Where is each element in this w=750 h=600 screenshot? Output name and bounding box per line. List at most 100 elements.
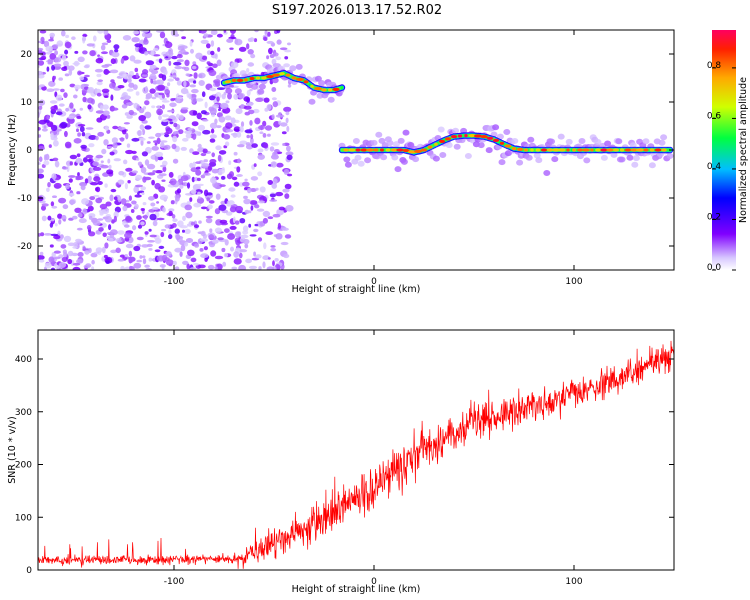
noise-speckle — [246, 43, 250, 50]
noise-speckle — [219, 184, 226, 188]
noise-speckle — [48, 144, 52, 149]
noise-speckle — [94, 68, 103, 73]
noise-speckle — [247, 187, 252, 194]
trace-peak — [530, 148, 534, 152]
noise-speckle — [189, 267, 197, 270]
noise-speckle — [243, 198, 251, 205]
noise-speckle — [175, 77, 180, 81]
noise-speckle — [128, 195, 132, 201]
noise-speckle — [244, 129, 253, 134]
noise-speckle — [233, 258, 242, 265]
noise-speckle — [211, 168, 219, 174]
noise-speckle — [204, 101, 208, 109]
trace-peak — [266, 75, 274, 79]
noise-speckle — [91, 259, 95, 265]
noise-speckle — [196, 197, 205, 204]
noise-speckle — [206, 61, 211, 65]
trace-halo — [400, 158, 408, 165]
noise-speckle — [95, 197, 103, 204]
noise-speckle — [126, 102, 134, 106]
noise-speckle — [240, 104, 245, 109]
noise-speckle — [135, 91, 140, 96]
noise-speckle — [153, 140, 159, 143]
trace-halo — [452, 127, 460, 134]
noise-speckle — [107, 158, 111, 164]
noise-speckle — [73, 84, 82, 90]
noise-speckle — [43, 160, 50, 166]
noise-speckle — [118, 70, 127, 78]
noise-speckle — [191, 88, 199, 94]
noise-speckle — [249, 200, 258, 205]
noise-speckle — [149, 64, 157, 70]
noise-speckle — [72, 246, 78, 249]
noise-speckle — [217, 154, 222, 162]
noise-speckle — [233, 181, 240, 187]
noise-speckle — [246, 102, 254, 107]
noise-speckle — [79, 182, 88, 187]
noise-speckle — [141, 151, 148, 157]
noise-speckle — [54, 57, 62, 63]
noise-speckle — [41, 203, 49, 207]
noise-speckle — [191, 176, 195, 183]
noise-speckle — [135, 174, 143, 181]
trace-peak — [303, 80, 309, 84]
noise-speckle — [68, 175, 76, 178]
snr-frame — [37, 329, 675, 571]
noise-speckle — [117, 179, 125, 185]
noise-speckle — [94, 251, 100, 254]
noise-speckle — [182, 215, 186, 221]
noise-speckle — [248, 265, 258, 270]
noise-speckle — [82, 50, 88, 55]
noise-speckle — [113, 158, 122, 162]
noise-speckle — [150, 50, 155, 57]
noise-speckle — [39, 84, 45, 88]
noise-speckle — [162, 166, 167, 173]
noise-speckle — [93, 35, 97, 42]
x-tick-label: -100 — [164, 277, 185, 287]
noise-speckle — [92, 161, 100, 166]
noise-speckle — [92, 166, 102, 171]
noise-speckle — [141, 74, 148, 77]
noise-speckle — [107, 145, 113, 149]
noise-speckle — [98, 227, 104, 232]
noise-speckle — [245, 258, 253, 264]
noise-speckle — [83, 65, 90, 69]
noise-speckle — [209, 95, 216, 101]
noise-speckle — [270, 245, 276, 248]
noise-speckle — [94, 88, 98, 94]
noise-speckle — [174, 228, 180, 235]
noise-speckle — [282, 188, 290, 193]
noise-speckle — [61, 30, 66, 37]
noise-speckle — [258, 266, 262, 270]
noise-speckle — [208, 200, 215, 204]
noise-speckle — [137, 130, 142, 137]
noise-speckle — [61, 66, 68, 71]
noise-speckle — [38, 162, 41, 165]
noise-speckle — [74, 50, 79, 54]
noise-speckle — [144, 51, 149, 56]
noise-speckle — [209, 87, 217, 92]
noise-speckle — [87, 97, 94, 104]
noise-speckle — [283, 63, 290, 68]
noise-speckle — [125, 167, 133, 172]
trace-peak — [427, 145, 433, 149]
trace-halo — [551, 156, 559, 163]
noise-speckle — [156, 255, 166, 262]
noise-speckle — [43, 233, 52, 236]
trace-peak — [438, 139, 446, 143]
noise-speckle — [198, 264, 206, 269]
noise-speckle — [271, 182, 278, 189]
noise-speckle — [52, 157, 59, 162]
noise-speckle — [276, 30, 281, 34]
noise-speckle — [72, 262, 81, 266]
noise-speckle — [216, 87, 226, 90]
noise-speckle — [271, 58, 277, 65]
noise-speckle — [256, 208, 265, 212]
noise-speckle — [272, 260, 275, 267]
trace-halo — [344, 161, 352, 168]
noise-speckle — [262, 210, 271, 217]
noise-speckle — [229, 47, 234, 50]
colorbar-label: Normalized spectral amplitude — [738, 77, 749, 223]
noise-speckle — [197, 124, 206, 131]
